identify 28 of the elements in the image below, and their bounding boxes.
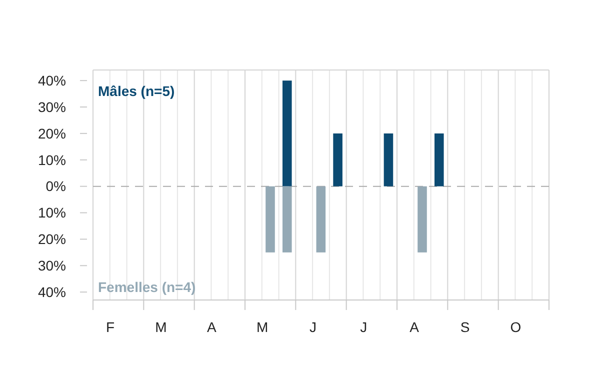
y-tick-label: 20% bbox=[38, 125, 66, 142]
x-tick-label: J bbox=[360, 319, 368, 335]
text: Mâles (n=5) bbox=[98, 83, 175, 99]
bar bbox=[282, 80, 292, 186]
x-tick-label: F bbox=[106, 319, 115, 335]
x-tick-label: A bbox=[410, 319, 420, 335]
y-tick-label: 20% bbox=[38, 231, 66, 248]
bar bbox=[418, 186, 427, 252]
y-tick-label: 0% bbox=[46, 178, 66, 194]
bar bbox=[316, 186, 326, 252]
y-tick-label: 10% bbox=[38, 204, 66, 221]
bar bbox=[333, 133, 342, 186]
y-tick-label: 40% bbox=[38, 72, 66, 88]
bar bbox=[434, 133, 444, 186]
y-tick-label: 30% bbox=[38, 258, 66, 274]
x-tick-label: M bbox=[256, 319, 268, 335]
bar bbox=[266, 186, 275, 252]
x-tick-label: M bbox=[155, 319, 167, 335]
x-tick-label: A bbox=[206, 319, 217, 335]
x-tick-label: O bbox=[510, 319, 522, 335]
y-tick-label: 10% bbox=[38, 152, 66, 168]
y-tick-label: 30% bbox=[38, 98, 66, 115]
bar bbox=[384, 133, 394, 186]
x-tick-label: S bbox=[460, 319, 470, 335]
text: Femelles (n=4) bbox=[98, 279, 196, 295]
bar bbox=[282, 186, 292, 252]
x-tick-label: J bbox=[310, 319, 316, 335]
y-tick-label: 40% bbox=[38, 284, 66, 300]
